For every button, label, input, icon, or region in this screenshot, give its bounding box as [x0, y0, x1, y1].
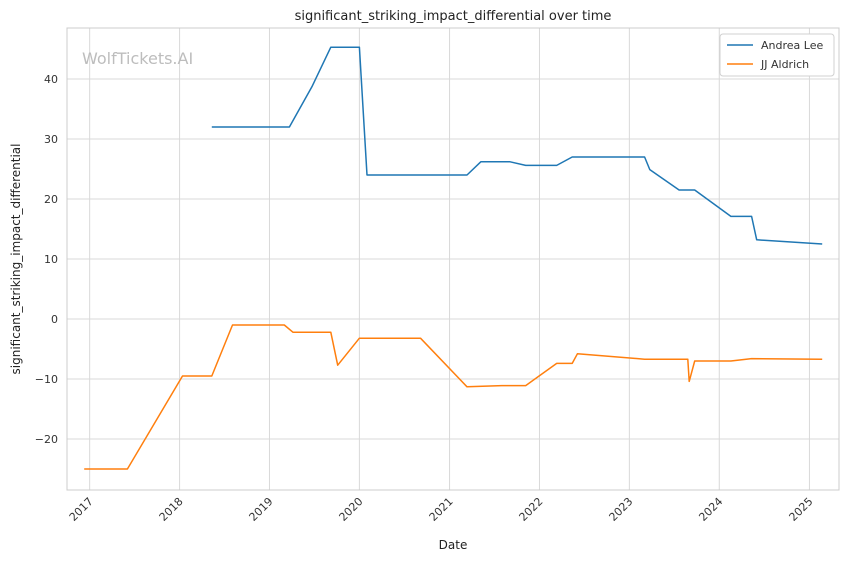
y-tick-label: 30	[44, 133, 58, 146]
x-tick-label: 2025	[787, 495, 816, 524]
chart-title: significant_striking_impact_differential…	[295, 9, 612, 24]
x-tick-label: 2023	[607, 495, 636, 524]
y-tick-label: −10	[35, 373, 58, 386]
x-tick-label: 2019	[247, 495, 276, 524]
y-tick-label: 20	[44, 193, 58, 206]
x-tick-label: 2020	[337, 495, 366, 524]
y-tick-label: 40	[44, 73, 58, 86]
legend: Andrea Lee JJ Aldrich	[719, 33, 835, 77]
grid	[67, 28, 839, 490]
y-axis-label: significant_striking_impact_differential	[9, 144, 23, 375]
series-layer	[84, 46, 823, 470]
plot-frame	[66, 27, 840, 491]
y-axis-ticks: −20 −10 0 10 20 30 40	[35, 73, 58, 446]
x-axis-ticks: 2017 2018 2019 2020 2021 2022 2023 2024 2025	[67, 495, 816, 524]
legend-label: JJ Aldrich	[760, 58, 809, 71]
series-line-andrea-lee	[211, 46, 823, 245]
y-tick-label: −20	[35, 433, 58, 446]
x-tick-label: 2017	[67, 495, 96, 524]
x-tick-label: 2018	[157, 495, 186, 524]
legend-items: Andrea Lee JJ Aldrich	[727, 39, 823, 71]
series-line-jj-aldrich	[84, 324, 823, 470]
y-tick-label: 10	[44, 253, 58, 266]
legend-label: Andrea Lee	[761, 39, 823, 52]
x-axis-label: Date	[439, 538, 468, 552]
x-tick-label: 2022	[517, 495, 546, 524]
watermark: WolfTickets.AI	[82, 49, 193, 68]
x-tick-label: 2024	[696, 495, 725, 524]
y-tick-label: 0	[51, 313, 58, 326]
x-tick-label: 2021	[427, 495, 456, 524]
